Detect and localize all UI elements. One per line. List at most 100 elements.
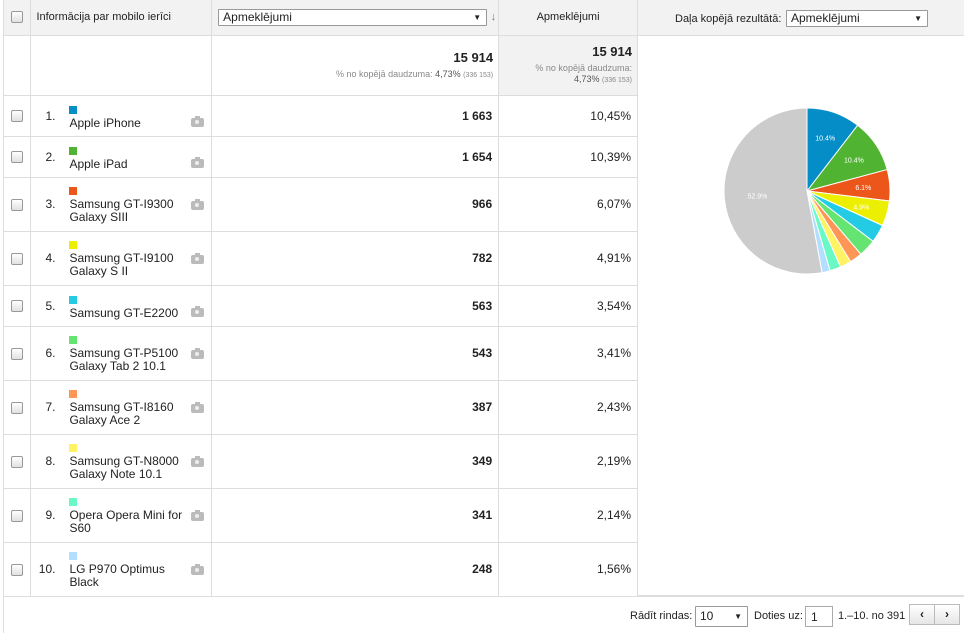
series-color-swatch — [69, 186, 78, 195]
total-sub-total: (336 153) — [463, 71, 494, 79]
device-name[interactable]: Apple iPad — [69, 156, 128, 171]
totals-metric-cell: 15 914 % no kopējā daudzuma: 4,73% (336 … — [211, 35, 500, 96]
chevron-right-icon: › — [945, 607, 949, 621]
device-name[interactable]: Samsung GT-E2200 — [69, 305, 179, 320]
series-color-swatch — [69, 389, 78, 398]
metric-select-header: Apmeklējumi ▼ ↓ — [211, 0, 500, 36]
metric-select[interactable]: Apmeklējumi ▼ — [218, 8, 488, 26]
row-checkbox[interactable] — [11, 110, 24, 123]
totals-empty-dim — [30, 35, 213, 96]
total-visits-value-2: 15 914 — [592, 44, 632, 59]
camera-icon[interactable] — [191, 563, 205, 575]
metric-column-header[interactable]: Apmeklējumi — [498, 0, 638, 36]
totals-row: 15 914 % no kopējā daudzuma: 4,73% (336 … — [4, 35, 638, 96]
table-row: 8. Samsung GT-N8000 Galaxy Note 10.1 349… — [4, 434, 638, 489]
device-name[interactable]: Samsung GT-P5100 Galaxy Tab 2 10.1 — [69, 345, 179, 373]
row-checkbox-cell — [4, 136, 32, 178]
camera-icon[interactable] — [191, 198, 205, 210]
camera-icon[interactable] — [191, 156, 205, 168]
row-checkbox-cell — [4, 380, 32, 435]
row-checkbox[interactable] — [11, 563, 24, 576]
device-name[interactable]: Apple iPhone — [69, 115, 141, 130]
pct-cell: 10,45% — [498, 95, 638, 137]
pct-value: 1,56% — [596, 562, 631, 576]
pct-cell: 3,41% — [498, 326, 638, 381]
visits-cell: 349 — [211, 434, 500, 489]
pct-value: 2,43% — [596, 400, 631, 414]
row-checkbox-cell — [4, 326, 32, 381]
report-table-container: Informācija par mobilo ierīci Apmeklējum… — [3, 0, 964, 633]
visits-value: 966 — [472, 197, 493, 211]
visits-cell: 1 663 — [211, 95, 500, 137]
visits-cell: 782 — [211, 231, 500, 286]
visits-value: 387 — [472, 400, 493, 414]
row-checkbox[interactable] — [11, 401, 24, 414]
visits-value: 563 — [472, 298, 493, 313]
row-checkbox-cell — [4, 434, 32, 489]
row-checkbox[interactable] — [11, 347, 24, 360]
row-checkbox-cell — [4, 231, 32, 286]
camera-icon[interactable] — [191, 252, 205, 264]
next-page-button[interactable]: › — [934, 604, 960, 625]
dropdown-arrow-icon: ▼ — [914, 14, 922, 23]
camera-icon[interactable] — [191, 305, 205, 317]
pie-slice[interactable] — [723, 107, 823, 275]
row-rank: 4. — [45, 250, 56, 265]
camera-icon[interactable] — [191, 455, 205, 467]
total-sub-pct-2: 4,73% — [573, 74, 600, 84]
device-name[interactable]: Samsung GT-I8160 Galaxy Ace 2 — [69, 399, 174, 427]
chevron-left-icon: ‹ — [920, 607, 924, 621]
prev-page-button[interactable]: ‹ — [909, 604, 935, 625]
dimension-cell: 6. Samsung GT-P5100 Galaxy Tab 2 10.1 — [30, 326, 213, 381]
row-rank: 2. — [45, 149, 56, 164]
device-name[interactable]: Samsung GT-N8000 Galaxy Note 10.1 — [69, 453, 179, 481]
table-row: 5. Samsung GT-E2200 563 3,54% — [4, 285, 638, 327]
row-checkbox[interactable] — [11, 252, 24, 265]
goto-input[interactable]: 1 — [805, 606, 833, 627]
row-checkbox[interactable] — [11, 455, 24, 468]
select-all-checkbox[interactable] — [11, 11, 24, 24]
sort-down-icon[interactable]: ↓ — [490, 11, 497, 23]
camera-icon[interactable] — [191, 401, 205, 413]
pct-cell: 2,14% — [498, 488, 638, 543]
device-name[interactable]: Samsung GT-I9100 Galaxy S II — [69, 250, 174, 278]
visits-value: 1 663 — [462, 108, 493, 123]
series-color-swatch — [69, 335, 78, 344]
series-color-swatch — [69, 295, 78, 304]
dropdown-arrow-icon: ▼ — [473, 12, 482, 22]
row-rank: 1. — [45, 108, 56, 123]
pct-cell: 6,07% — [498, 177, 638, 232]
pct-cell: 3,54% — [498, 285, 638, 327]
row-checkbox[interactable] — [11, 300, 24, 313]
table-row: 3. Samsung GT-I9300 Galaxy SIII 966 6,07… — [4, 177, 638, 232]
row-checkbox[interactable] — [11, 509, 24, 522]
visits-value: 543 — [472, 346, 493, 360]
chart-metric-select-value: Apmeklējumi — [791, 11, 860, 25]
row-checkbox[interactable] — [11, 198, 24, 211]
camera-icon[interactable] — [191, 347, 205, 359]
row-checkbox-cell — [4, 177, 32, 232]
pct-value: 3,41% — [596, 346, 631, 360]
series-color-swatch — [69, 240, 78, 249]
pie-chart-panel: Daļa kopējā rezultātā: Apmeklējumi ▼ 10.… — [638, 0, 964, 596]
device-name[interactable]: Opera Opera Mini for S60 — [69, 507, 183, 535]
table-row: 7. Samsung GT-I8160 Galaxy Ace 2 387 2,4… — [4, 380, 638, 435]
goto-label: Doties uz: — [754, 610, 803, 622]
chart-metric-select[interactable]: Apmeklējumi ▼ — [786, 10, 928, 27]
rows-select[interactable]: 10 ▼ — [695, 606, 748, 627]
pie-slice-label: 10.4% — [815, 136, 835, 143]
row-checkbox-cell — [4, 488, 32, 543]
camera-icon[interactable] — [191, 509, 205, 521]
total-sub-label-2: % no kopējā daudzuma: — [535, 63, 632, 73]
pct-value: 3,54% — [596, 298, 631, 313]
visits-value: 248 — [472, 562, 493, 576]
visits-value: 349 — [472, 454, 493, 468]
dimension-header[interactable]: Informācija par mobilo ierīci — [30, 0, 213, 36]
camera-icon[interactable] — [191, 115, 205, 127]
device-name[interactable]: LG P970 Optimus Black — [69, 561, 165, 589]
pct-cell: 4,91% — [498, 231, 638, 286]
row-checkbox[interactable] — [11, 151, 24, 164]
total-sub-total-2: (336 153) — [602, 77, 632, 84]
device-name[interactable]: Samsung GT-I9300 Galaxy SIII — [69, 196, 174, 224]
total-visits-value: 15 914 — [453, 49, 494, 65]
